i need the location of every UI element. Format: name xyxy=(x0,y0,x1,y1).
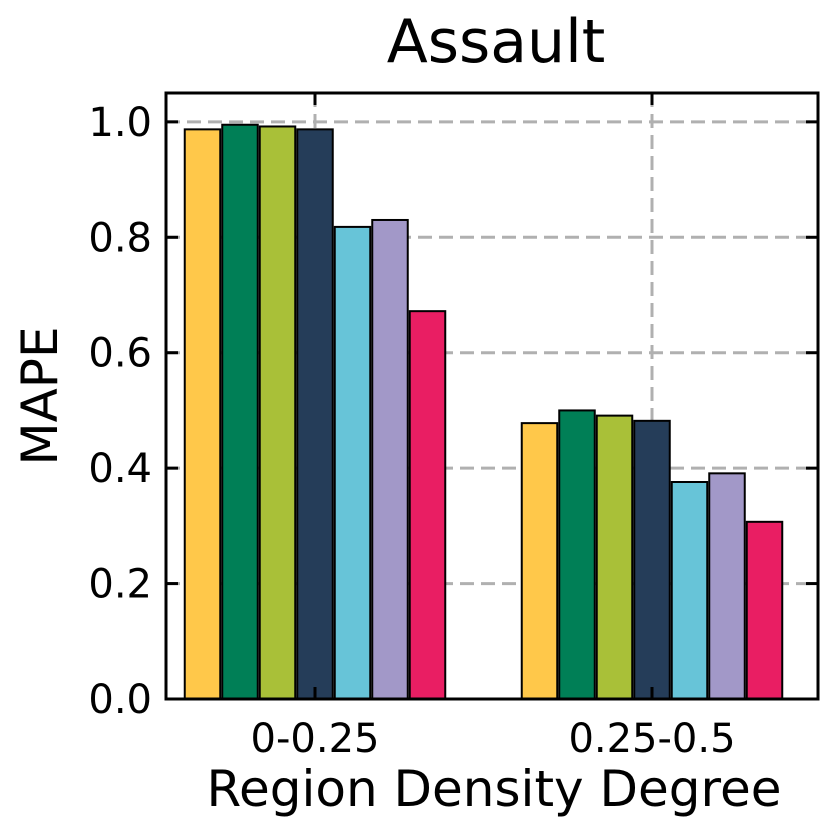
x-tick-label: 0-0.25 xyxy=(251,716,380,762)
bar xyxy=(520,422,559,700)
bar xyxy=(258,125,297,700)
y-tick-label: 0.4 xyxy=(88,446,152,492)
y-tick-label: 0.6 xyxy=(88,331,152,377)
axis-ticks: 0.0 0.2 0.4 0.6 0.8 1.0 0-0.25 0.25-0.5 xyxy=(88,93,818,762)
y-tick-label: 0.0 xyxy=(88,677,152,723)
bar xyxy=(371,218,409,700)
bar xyxy=(670,480,709,700)
bar xyxy=(221,123,259,700)
bar xyxy=(333,225,372,700)
x-tick-label: 0.25-0.5 xyxy=(568,716,735,762)
bars xyxy=(183,123,784,701)
bar xyxy=(633,419,671,700)
x-axis-label: Region Density Degree xyxy=(206,760,781,818)
y-tick-label: 0.2 xyxy=(88,562,152,608)
bar xyxy=(745,520,784,700)
bar xyxy=(296,128,334,701)
bar xyxy=(558,409,596,700)
chart-title: Assault xyxy=(387,7,606,77)
bar xyxy=(408,310,447,700)
bar xyxy=(183,128,222,701)
y-tick-label: 1.0 xyxy=(88,100,152,146)
bar xyxy=(708,472,746,700)
plot-frame xyxy=(164,91,820,701)
bar xyxy=(595,414,634,700)
y-tick-label: 0.8 xyxy=(88,215,152,261)
y-axis-label: MAPE xyxy=(11,326,69,465)
